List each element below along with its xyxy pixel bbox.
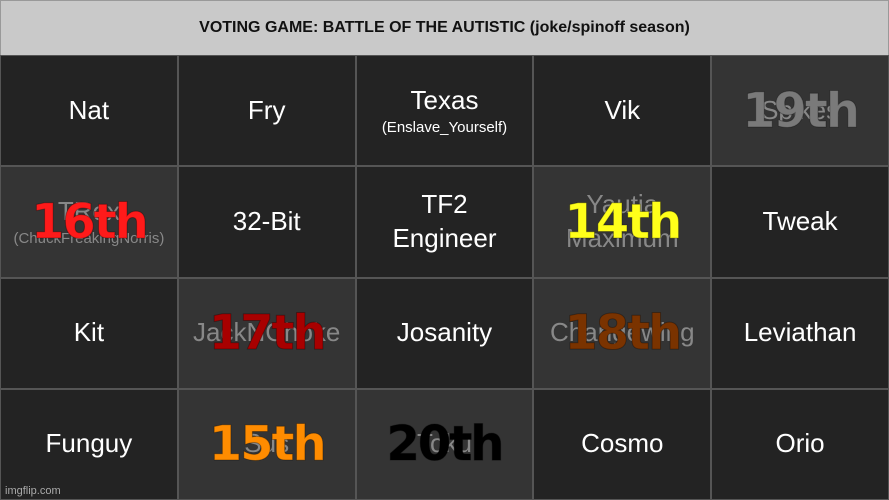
contestant-subtitle: (Enslave_Yourself) bbox=[381, 118, 508, 136]
contestant-cell: Josanity bbox=[355, 277, 534, 389]
placement-label: 20th bbox=[386, 416, 505, 473]
contestant-name: Toku bbox=[417, 428, 472, 459]
contestant-cell: Tweak bbox=[711, 166, 889, 278]
contestant-name: Vik bbox=[604, 94, 641, 125]
placement-label: 16th bbox=[30, 193, 149, 250]
contestant-name: Orio bbox=[775, 428, 825, 459]
contestant-cell: Leviathan bbox=[711, 277, 889, 389]
contestant-cell: Funguy bbox=[0, 388, 178, 500]
placement-label: 17th bbox=[208, 304, 327, 361]
contestant-cell: Cosmo bbox=[533, 388, 712, 500]
contestant-name: Changewing bbox=[550, 317, 695, 348]
placement-label: 14th bbox=[564, 193, 683, 250]
contestant-name: Funguy bbox=[45, 428, 133, 459]
contestant-name: Fry bbox=[247, 94, 286, 125]
contestant-name: Cosmo bbox=[581, 428, 664, 459]
contestant-cell: Fry bbox=[177, 55, 356, 167]
placement-label: 15th bbox=[208, 416, 327, 473]
contestant-name: JackNChoke bbox=[192, 317, 341, 348]
contestant-cell: Kit bbox=[0, 277, 178, 389]
contestant-name: 32-Bit bbox=[232, 205, 301, 236]
contestant-name: TRex bbox=[57, 196, 120, 227]
contestant-cell: TF2 Engineer bbox=[355, 166, 534, 278]
contestant-name: Yautja Maximum bbox=[565, 189, 679, 253]
contestant-cell: Sus 15th bbox=[177, 388, 356, 500]
placement-label: 18th bbox=[564, 304, 683, 361]
contestant-name: Josanity bbox=[396, 317, 493, 348]
contestant-name: TF2 Engineer bbox=[392, 189, 497, 253]
watermark: imgflip.com bbox=[5, 485, 61, 497]
contestant-cell: Yautja Maximum 14th bbox=[533, 166, 712, 278]
contestant-name: Spikes bbox=[761, 94, 840, 125]
contestant-name: Sus bbox=[244, 428, 290, 459]
contestant-cell: Nat bbox=[0, 55, 178, 167]
header-title: VOTING GAME: BATTLE OF THE AUTISTIC (jok… bbox=[0, 0, 889, 56]
contestant-cell: Spikes 19th bbox=[711, 55, 889, 167]
contestant-name: Texas bbox=[410, 84, 479, 115]
placement-label: 19th bbox=[742, 82, 861, 139]
contestant-cell: Orio bbox=[711, 388, 889, 500]
contestant-subtitle: (ChuckFreakingNorris) bbox=[13, 230, 165, 248]
contestant-cell: TRex (ChuckFreakingNorris) 16th bbox=[0, 166, 178, 278]
contestant-name: Tweak bbox=[762, 205, 838, 236]
contestant-cell: Texas (Enslave_Yourself) bbox=[355, 55, 534, 167]
contestant-cell: Changewing 18th bbox=[533, 277, 712, 389]
contestant-name: Leviathan bbox=[743, 317, 857, 348]
contestant-cell: Toku 20th bbox=[355, 388, 534, 500]
contestant-cell: 32-Bit bbox=[177, 166, 356, 278]
contestant-cell: Vik bbox=[533, 55, 712, 167]
contestant-name: Nat bbox=[68, 94, 110, 125]
contestant-name: Kit bbox=[73, 317, 105, 348]
contestant-cell: JackNChoke 17th bbox=[177, 277, 356, 389]
